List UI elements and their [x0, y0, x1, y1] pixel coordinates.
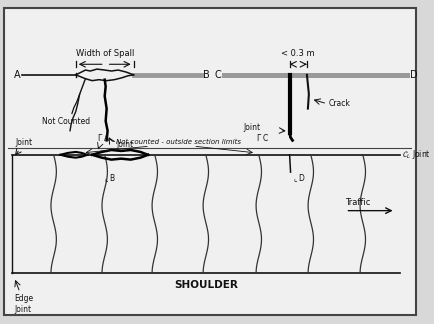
- Text: Not counted - outside section limits: Not counted - outside section limits: [116, 139, 241, 145]
- Text: Joint: Joint: [15, 138, 32, 147]
- Text: C: C: [214, 70, 221, 80]
- Text: $\Gamma$ A: $\Gamma$ A: [97, 132, 111, 143]
- Text: B: B: [203, 70, 210, 80]
- Text: $\llcorner$ B: $\llcorner$ B: [104, 172, 116, 183]
- Text: $\llcorner$ D: $\llcorner$ D: [293, 172, 307, 183]
- Text: SHOULDER: SHOULDER: [174, 280, 238, 290]
- Text: A: A: [14, 70, 21, 80]
- Text: Edge
Joint: Edge Joint: [14, 295, 33, 314]
- Text: $\mathcal{C}_L$ Joint: $\mathcal{C}_L$ Joint: [402, 148, 431, 161]
- Text: Not Counted: Not Counted: [42, 117, 90, 126]
- Text: Traffic: Traffic: [345, 199, 371, 207]
- Text: < 0.3 m: < 0.3 m: [282, 50, 315, 59]
- Text: Joint: Joint: [116, 140, 133, 149]
- Text: $\Gamma$ C: $\Gamma$ C: [256, 132, 270, 143]
- Text: D: D: [410, 70, 418, 80]
- Text: Width of Spall: Width of Spall: [76, 50, 134, 59]
- Text: Crack: Crack: [328, 99, 350, 108]
- Text: Joint: Joint: [243, 123, 261, 132]
